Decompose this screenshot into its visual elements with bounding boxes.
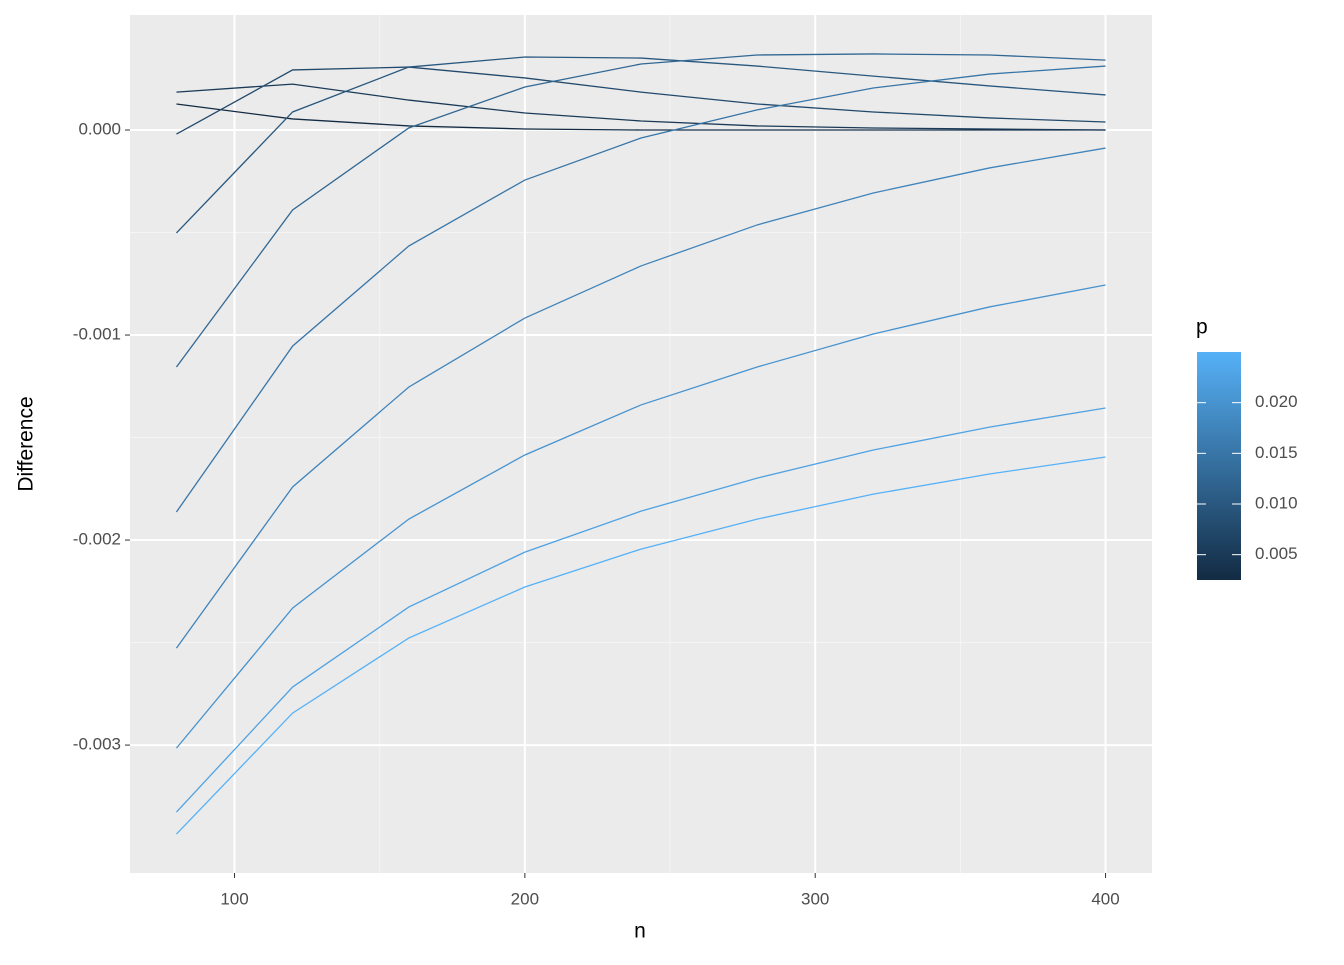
line [176,66,1106,135]
line [176,83,1106,131]
legend-tick-label: 0.020 [1255,392,1298,411]
line [176,103,1106,131]
x-tick-label: 200 [511,889,539,908]
y-axis-title: Difference [15,396,38,491]
line [175,53,1106,368]
line [175,407,1106,813]
x-axis-title: n [634,920,646,943]
line [175,456,1106,835]
legend-tick-label: 0.005 [1255,544,1298,563]
colorbar [1197,352,1241,580]
x-tick-label: 300 [801,889,829,908]
legend-title: p [1196,316,1208,339]
x-tick-label: 400 [1091,889,1119,908]
y-tick-label: -0.003 [73,735,121,754]
y-tick-label: -0.002 [73,530,121,549]
legend-tick-label: 0.010 [1255,493,1298,512]
line [175,147,1106,649]
line [175,284,1106,749]
x-tick-label: 100 [220,889,248,908]
legend-tick-label: 0.015 [1255,443,1298,462]
y-tick-label: 0.000 [78,119,121,138]
line [175,56,1106,234]
panel [130,15,1152,873]
y-tick-label: -0.001 [73,325,121,344]
line [175,65,1106,513]
